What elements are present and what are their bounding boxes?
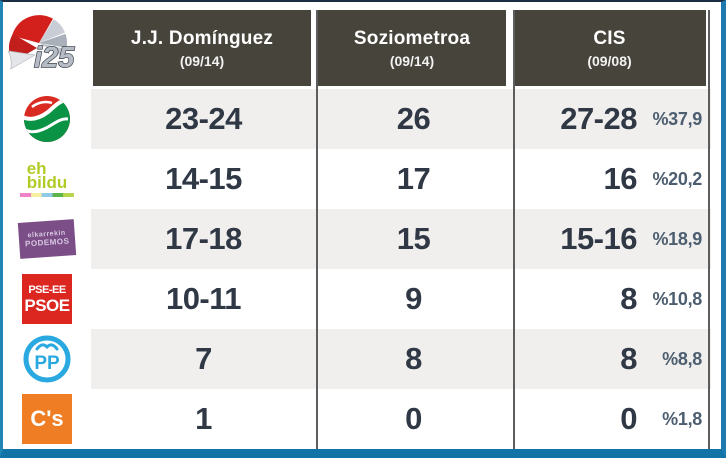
ciudadanos-logo-text: C's xyxy=(22,394,72,444)
row-pnv: 23-24 26 27-28 %37,9 xyxy=(3,89,721,149)
column-separator xyxy=(708,10,710,449)
cs-cis-percent: %1,8 xyxy=(662,408,702,429)
psoe-cis-seats: 8 xyxy=(620,281,637,316)
table-header: i25 J.J. Domínguez (09/14) Soziometroa (… xyxy=(3,2,721,86)
pollster-name: J.J. Domínguez xyxy=(130,27,274,49)
pp-dominguez-seats: 7 xyxy=(195,341,212,376)
pnv-soziometroa-seats: 26 xyxy=(396,101,431,136)
podemos-dominguez-seats: 17-18 xyxy=(165,221,242,256)
i25-logo: i25 xyxy=(3,10,91,86)
cs-cis-seats: 0 xyxy=(620,401,637,436)
pnv-cis-percent: %37,9 xyxy=(652,108,702,129)
row-psoe: PSE-EE PSOE 10-11 9 8 %10,8 xyxy=(3,269,721,329)
pnv-dominguez-seats: 23-24 xyxy=(165,101,242,136)
poll-date: (09/14) xyxy=(179,52,225,69)
ehbildu-soziometroa-seats: 17 xyxy=(396,161,431,196)
ciudadanos-logo-icon: C's xyxy=(3,389,91,449)
podemos-soziometroa-seats: 15 xyxy=(396,221,431,256)
podemos-cis-seats: 15-16 xyxy=(560,221,637,256)
pp-soziometroa-seats: 8 xyxy=(405,341,422,376)
cs-dominguez-seats: 1 xyxy=(195,401,212,436)
pollster-name: CIS xyxy=(593,27,626,49)
header-col-cis: CIS (09/08) xyxy=(511,10,711,86)
row-ehbildu: eh bildu 14-15 17 16 %20,2 xyxy=(3,149,721,209)
psoe-logo-line1: PSE-EE xyxy=(28,283,66,296)
pollster-name: Soziometroa xyxy=(353,27,471,49)
header-col-dominguez: J.J. Domínguez (09/14) xyxy=(91,10,316,86)
pp-logo-icon: PP xyxy=(3,329,91,389)
podemos-cis-percent: %18,9 xyxy=(652,228,702,249)
column-separator xyxy=(513,10,515,449)
podemos-logo-line2: PODEMOS xyxy=(24,236,70,249)
row-ciudadanos: C's 1 0 0 %1,8 xyxy=(3,389,721,449)
i25-logo-text: i25 xyxy=(34,42,75,74)
cs-soziometroa-seats: 0 xyxy=(405,401,422,436)
psoe-logo-line2: PSOE xyxy=(24,295,70,315)
ehbildu-logo-line2: bildu xyxy=(26,172,68,192)
header-col-soziometroa: Soziometroa (09/14) xyxy=(316,10,511,86)
psoe-soziometroa-seats: 9 xyxy=(405,281,422,316)
row-pp: PP 7 8 8 %8,8 xyxy=(3,329,721,389)
ehbildu-dominguez-seats: 14-15 xyxy=(165,161,242,196)
podemos-logo-icon: elkarrekin PODEMOS xyxy=(3,209,91,269)
poll-date: (09/14) xyxy=(389,52,435,69)
psoe-logo-icon: PSE-EE PSOE xyxy=(3,269,91,329)
ehbildu-cis-seats: 16 xyxy=(603,161,638,196)
pp-logo-text: PP xyxy=(34,353,60,374)
ehbildu-logo-icon: eh bildu xyxy=(3,149,91,209)
pp-cis-seats: 8 xyxy=(620,341,637,376)
pnv-logo-icon xyxy=(3,89,91,149)
pie-chart-logo-icon: i25 xyxy=(7,15,76,75)
psoe-dominguez-seats: 10-11 xyxy=(165,281,242,316)
ehbildu-color-bar xyxy=(20,192,74,197)
pnv-cis-seats: 27-28 xyxy=(560,101,637,136)
ehbildu-logo-line1: eh xyxy=(26,158,47,178)
pp-cis-percent: %8,8 xyxy=(662,348,702,369)
poll-date: (09/08) xyxy=(587,52,632,69)
psoe-cis-percent: %10,8 xyxy=(652,288,702,309)
row-podemos: elkarrekin PODEMOS 17-18 15 15-16 %18,9 xyxy=(3,209,721,269)
column-separator xyxy=(316,10,318,449)
ehbildu-cis-percent: %20,2 xyxy=(652,168,702,189)
